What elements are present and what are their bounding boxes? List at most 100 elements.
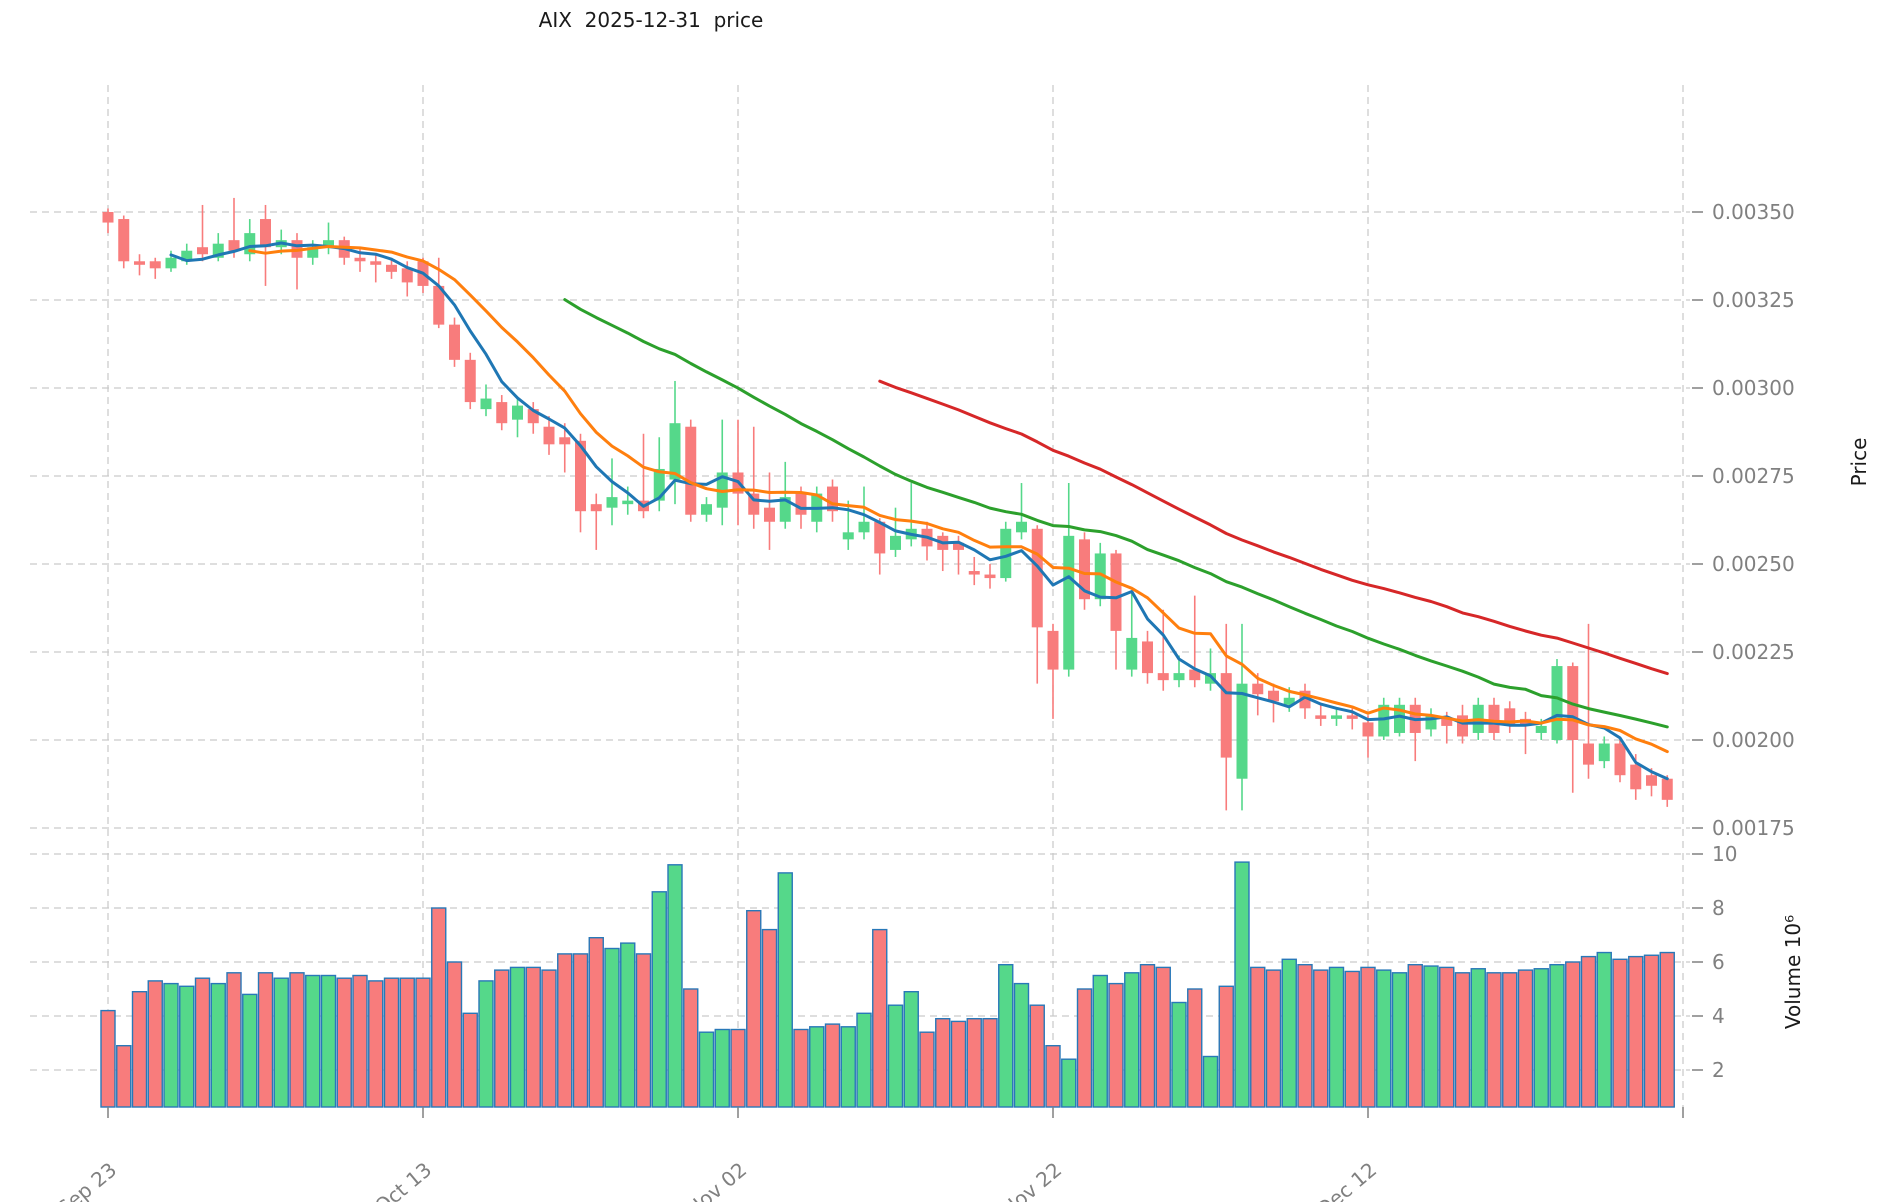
volume-bar (1313, 969, 1329, 1108)
ma-lines (169, 241, 1669, 781)
price-tick-label: 0.00275 (1712, 464, 1795, 488)
volume-tick-label: 2 (1712, 1058, 1725, 1082)
volume-bar (1643, 954, 1660, 1108)
volume-bar (1108, 982, 1124, 1108)
volume-bar (1376, 969, 1392, 1108)
date-tick-label: Oct 13 (370, 1157, 436, 1202)
volume-bar (462, 1012, 478, 1108)
candle-body (244, 233, 256, 255)
volume-bar (163, 982, 179, 1108)
candle-body (842, 532, 854, 540)
volume-tick-label: 6 (1712, 950, 1725, 974)
candle-body (228, 240, 240, 251)
volume-bar (478, 980, 494, 1108)
volume-bar (1076, 988, 1093, 1108)
volume-tick-label: 10 (1712, 842, 1737, 866)
volume-axis-title: Volume 10⁶ (1781, 915, 1805, 1029)
volume-bar (210, 982, 226, 1108)
volume-bar (1628, 955, 1644, 1108)
volume-bar (1139, 964, 1156, 1108)
volume-bar (1439, 966, 1455, 1108)
volume-bar (1423, 965, 1439, 1108)
volume-bar (1297, 964, 1313, 1108)
volume-bar (824, 1023, 841, 1108)
candle-body (1504, 708, 1516, 726)
volume-bar (273, 977, 289, 1108)
candle-body (1079, 539, 1090, 600)
candle-body (1016, 521, 1027, 533)
candle-body (433, 285, 445, 325)
candle-body (307, 247, 319, 258)
volume-bar (1124, 972, 1140, 1108)
volume-bar (1391, 972, 1408, 1108)
volume-bar (761, 928, 778, 1108)
candle-body (449, 324, 460, 360)
candle-body (764, 507, 775, 522)
candle-body (1031, 528, 1043, 628)
candle-body (1299, 690, 1311, 709)
candle-body (1126, 637, 1138, 670)
volume-bar (1218, 985, 1234, 1108)
candle-body (181, 250, 193, 262)
volume-bar (1045, 1044, 1061, 1108)
candle-body (496, 402, 508, 424)
candle-body (874, 521, 886, 554)
price-tick-label: 0.00300 (1712, 376, 1795, 400)
candle-body (1661, 778, 1673, 800)
candle-body (795, 493, 807, 515)
volume-bar (950, 1020, 967, 1108)
volume-bar (1328, 966, 1345, 1108)
candle-body (1157, 673, 1169, 681)
volume-bar (1360, 966, 1376, 1108)
volume-bar (667, 864, 683, 1108)
candle-body (779, 497, 791, 522)
date-tick-label: Nov 02 (682, 1157, 752, 1202)
candle-body (1425, 715, 1437, 730)
date-tick-label: Sep 23 (53, 1157, 122, 1202)
volume-bar (919, 1031, 935, 1108)
price-tick-label: 0.00325 (1712, 288, 1795, 312)
volume-bar (336, 977, 352, 1108)
volume-bar (998, 964, 1014, 1108)
volume-bar (1265, 969, 1282, 1108)
candle-body (984, 574, 996, 579)
volume-bar (100, 1009, 116, 1108)
volume-bar (1486, 972, 1502, 1108)
volume-bar (1533, 968, 1549, 1108)
volume-bar (320, 974, 337, 1108)
volume-bar (352, 974, 368, 1108)
candle-body (1583, 743, 1594, 765)
volume-bar (368, 980, 384, 1108)
candle-body (953, 542, 964, 550)
volume-bar (856, 1012, 872, 1108)
volume-bar (683, 988, 699, 1108)
volume-bar (1234, 861, 1250, 1108)
ma30-line (563, 298, 1669, 729)
volume-bar (557, 953, 573, 1108)
candle-body (480, 398, 492, 410)
candle-body (590, 504, 602, 512)
volume-bar (1517, 969, 1534, 1108)
candle-body (386, 264, 397, 272)
candle-body (1094, 553, 1106, 600)
chart-title: AIX 2025-12-31 price (538, 8, 764, 32)
volume-bar (620, 942, 636, 1108)
candle-body (1614, 743, 1626, 776)
volume-bar (1580, 955, 1597, 1108)
candle-body (197, 247, 208, 255)
candle-body (685, 426, 697, 515)
volume-bar (903, 991, 919, 1108)
volume-bar (966, 1018, 982, 1108)
candle-body (212, 243, 224, 258)
candle-body (1236, 683, 1248, 779)
volume-bar (935, 1018, 951, 1108)
candle-body (1378, 704, 1390, 737)
candle-body (858, 521, 870, 533)
candle-body (370, 261, 382, 265)
volume-bar (1612, 958, 1628, 1108)
candle-body (606, 497, 618, 508)
candle-body (1457, 715, 1468, 737)
candle-body (1205, 673, 1216, 684)
volume-bar (1502, 972, 1518, 1108)
